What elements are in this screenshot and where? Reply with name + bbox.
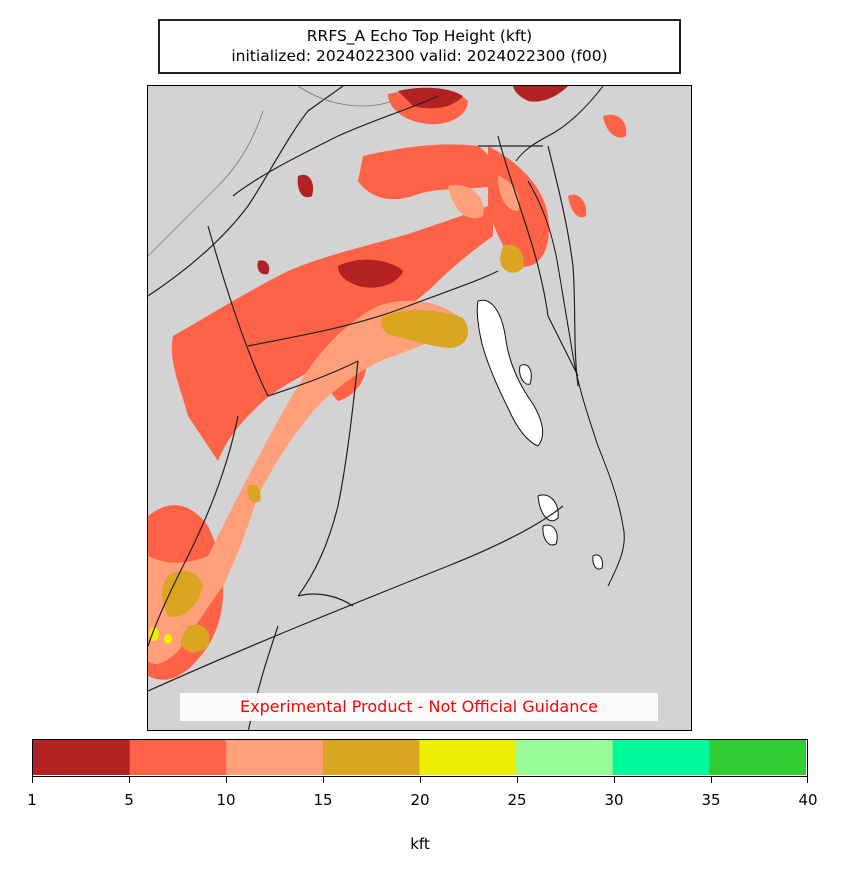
colorbar-tick-label: 35 [701,791,721,809]
colorbar-tick-label: 20 [410,791,430,809]
colorbar-swatch-20-25 [419,740,517,775]
colorbar-tick [32,777,33,783]
colorbar-swatch-15-20 [322,740,421,775]
colorbar-tick [226,777,227,783]
map-canvas [148,86,627,730]
colorbar-tick-label: 25 [507,791,527,809]
echo-1-5-layer [257,86,568,288]
echo-15-20-layer [162,244,524,653]
colorbar-tick-label: 10 [216,791,236,809]
colorbar-tick-label: 40 [798,791,818,809]
colorbar-tick [614,777,615,783]
colorbar-tick [420,777,421,783]
title-line-1: RRFS_A Echo Top Height (kft) [306,27,533,45]
colorbar-swatch-30-35 [612,740,710,775]
colorbar-tick [129,777,130,783]
disclaimer-label: Experimental Product - Not Official Guid… [180,693,658,721]
colorbar-tick [711,777,712,783]
colorbar-swatch-5-10 [129,740,227,775]
colorbar-tick [517,777,518,783]
colorbar-tick-label: 1 [27,791,37,809]
colorbar-swatches [33,740,806,775]
colorbar-ticks: 1 5 10 15 20 25 30 35 40 [27,777,818,817]
coastline [515,86,625,587]
colorbar-tick-label: 5 [124,791,134,809]
map-panel: Experimental Product - Not Official Guid… [147,85,692,731]
colorbar-tick-label: 30 [604,791,624,809]
colorbar-swatch-1-5 [33,740,131,775]
colorbar [32,739,808,777]
colorbar-tick [323,777,324,783]
colorbar-swatch-25-30 [516,740,614,775]
state-borders [148,86,579,730]
colorbar-swatch-10-15 [226,740,324,775]
echo-5-10-layer [148,89,627,680]
colorbar-label: kft [410,835,430,853]
colorbar-swatch-35-40 [709,740,806,775]
map-title: RRFS_A Echo Top Height (kft) initialized… [158,19,681,74]
water-bodies [476,299,603,570]
colorbar-tick-label: 15 [313,791,333,809]
echo-10-15-layer [148,176,520,664]
lake-outline [148,86,394,257]
colorbar-tick [807,777,808,783]
title-line-2: initialized: 2024022300 valid: 202402230… [231,47,608,65]
